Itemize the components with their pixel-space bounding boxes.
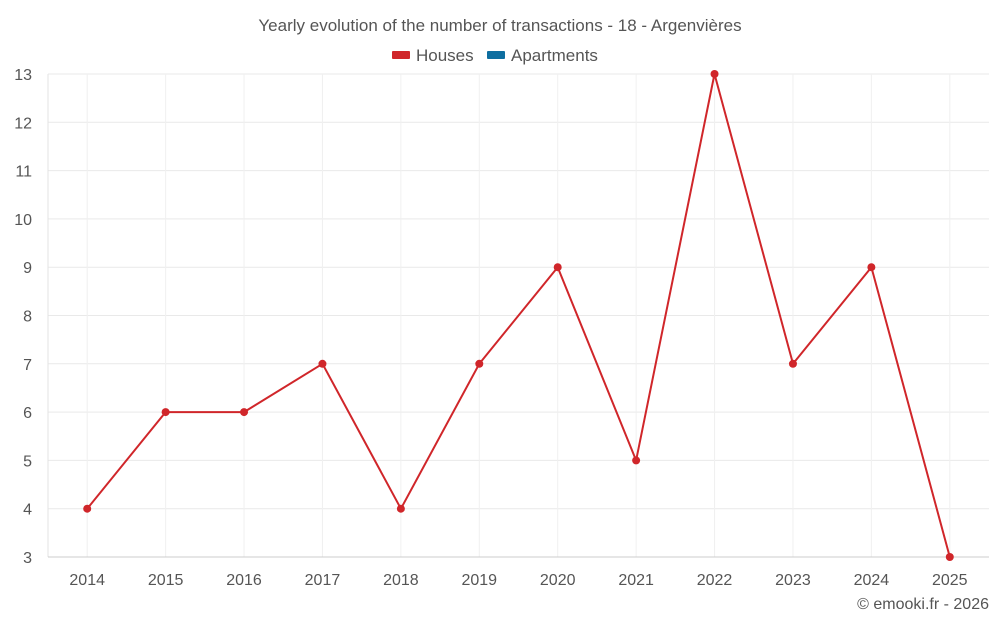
- x-tick-label: 2020: [540, 572, 576, 589]
- legend-item-apartments[interactable]: Apartments: [487, 46, 598, 65]
- x-tick-label: 2021: [618, 572, 654, 589]
- x-tick-label: 2022: [697, 572, 733, 589]
- data-point-houses[interactable]: [553, 263, 562, 272]
- y-tick-label: 6: [23, 405, 32, 422]
- legend-swatch-houses: [392, 51, 410, 59]
- legend-item-houses[interactable]: Houses: [392, 46, 474, 65]
- x-tick-label: 2025: [932, 572, 968, 589]
- chart-title: Yearly evolution of the number of transa…: [258, 16, 741, 35]
- x-tick-label: 2016: [226, 572, 262, 589]
- legend-label-apartments: Apartments: [511, 46, 598, 65]
- y-tick-label: 13: [14, 67, 32, 84]
- y-tick-label: 9: [23, 260, 32, 277]
- data-point-houses[interactable]: [161, 408, 170, 417]
- x-tick-label: 2014: [69, 572, 105, 589]
- x-tick-label: 2015: [148, 572, 184, 589]
- x-tick-label: 2017: [305, 572, 341, 589]
- data-point-houses[interactable]: [318, 359, 327, 368]
- y-tick-label: 10: [14, 212, 32, 229]
- legend-label-houses: Houses: [416, 46, 474, 65]
- credit-text: © emooki.fr - 2026: [857, 596, 989, 613]
- y-tick-label: 7: [23, 357, 32, 374]
- y-tick-label: 11: [15, 164, 32, 181]
- series-line-houses: [86, 73, 951, 558]
- y-tick-label: 3: [23, 550, 32, 567]
- x-tick-label: 2019: [461, 572, 497, 589]
- data-point-houses[interactable]: [632, 456, 641, 465]
- series: [83, 70, 954, 561]
- legend: Houses Apartments: [392, 46, 598, 65]
- y-tick-label: 5: [23, 453, 32, 470]
- y-tick-label: 4: [23, 502, 32, 519]
- data-point-houses[interactable]: [867, 263, 876, 272]
- axes: 3 4 5 6 7 8 9 10 11 12 13 2014 2015 2016 2017 2018 2019 2…: [14, 67, 989, 589]
- x-tick-label: 2023: [775, 572, 811, 589]
- y-tick-label: 12: [14, 115, 32, 132]
- data-point-houses[interactable]: [475, 359, 484, 368]
- data-point-houses[interactable]: [240, 408, 249, 417]
- x-tick-label: 2024: [854, 572, 890, 589]
- data-point-houses[interactable]: [83, 504, 92, 513]
- x-tick-label: 2018: [383, 572, 419, 589]
- data-point-houses[interactable]: [945, 553, 954, 561]
- data-point-houses[interactable]: [396, 504, 405, 513]
- data-point-houses[interactable]: [710, 70, 719, 78]
- y-tick-label: 8: [23, 309, 32, 326]
- data-point-houses[interactable]: [788, 359, 797, 368]
- legend-swatch-apartments: [487, 51, 505, 59]
- grid: [48, 73, 989, 558]
